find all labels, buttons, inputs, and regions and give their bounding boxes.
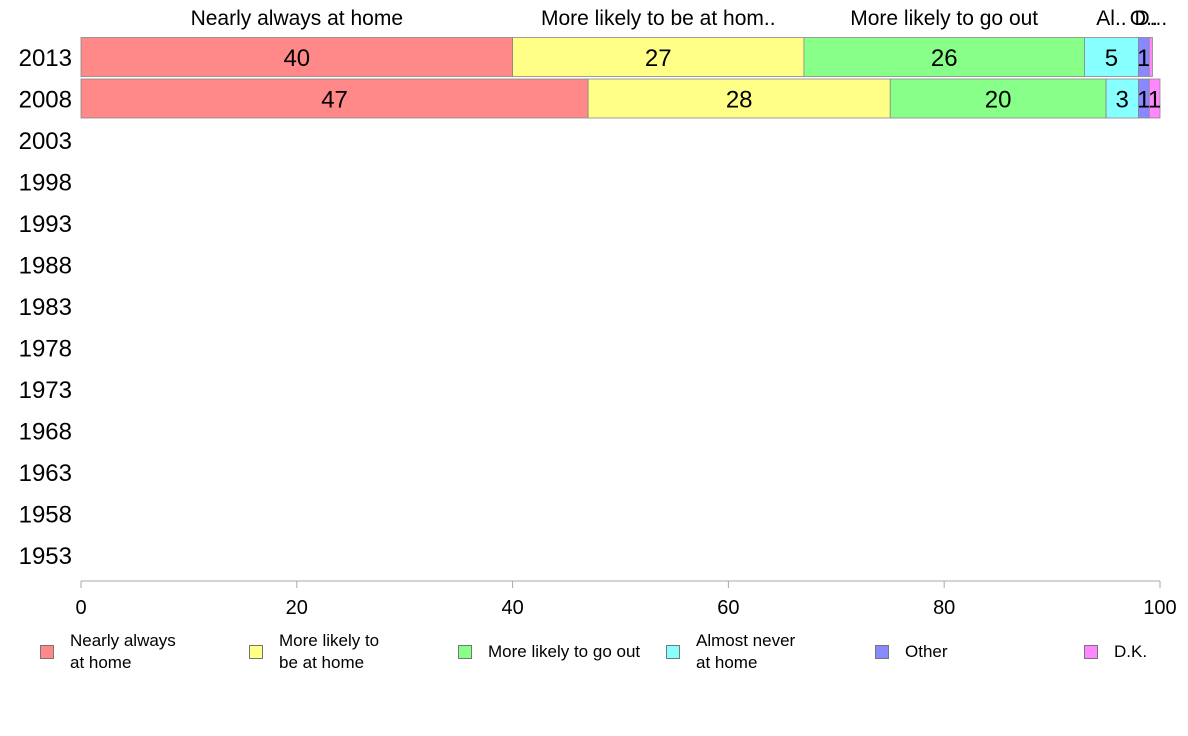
legend-item-more-likely-at-home: More likely to be at home	[249, 630, 449, 674]
data-label: 40	[283, 45, 310, 72]
category-label: 2013	[19, 45, 72, 72]
data-label: 1	[1137, 87, 1150, 114]
category-label: 1983	[19, 294, 72, 321]
legend-swatch	[875, 645, 889, 659]
x-tick-label: 40	[501, 597, 523, 619]
legend-label: D.K.	[1114, 642, 1148, 661]
legend-label: More likely to be at home	[279, 631, 380, 672]
chart-legend: Nearly always at home More likely to be at…	[0, 630, 1188, 680]
stacked-bar-chart: 2013200820031998199319881983197819731968…	[19, 7, 1177, 619]
segment-header-label: D...	[1134, 7, 1167, 30]
bar-segment	[512, 37, 805, 77]
category-label: 1993	[19, 211, 72, 238]
category-label: 1968	[19, 419, 72, 446]
legend-item-dk: D.K.	[1084, 630, 1174, 663]
segment-header-label: O..	[1130, 7, 1158, 30]
legend-label: More likely to go out	[488, 642, 641, 661]
data-label: 27	[645, 45, 672, 72]
data-label: 28	[726, 87, 753, 114]
bar-segment	[1148, 78, 1161, 119]
category-label: 1973	[19, 377, 72, 404]
segment-header-label: More likely to go out	[850, 7, 1038, 30]
legend-swatch	[40, 645, 54, 659]
data-label: 5	[1105, 45, 1118, 72]
x-tick-label: 20	[286, 597, 308, 619]
data-label: 1	[1148, 87, 1161, 114]
segment-header-label: More likely to be at hom..	[541, 7, 776, 30]
category-label: 1963	[19, 460, 72, 487]
legend-item-other: Other	[875, 630, 1075, 663]
x-tick-label: 100	[1143, 597, 1176, 619]
legend-swatch	[1084, 645, 1098, 659]
legend-swatch	[458, 645, 472, 659]
legend-swatch	[249, 645, 263, 659]
bar-segment	[1148, 37, 1153, 77]
segment-header-label: Nearly always at home	[191, 7, 403, 30]
category-label: 1998	[19, 170, 72, 197]
category-label: 1988	[19, 253, 72, 280]
x-tick-label: 80	[933, 597, 955, 619]
segment-header-label: Al..	[1096, 7, 1126, 30]
category-label: 1958	[19, 502, 72, 529]
bar-segment	[803, 37, 1085, 77]
legend-swatch	[666, 645, 680, 659]
legend-label: Other	[905, 642, 948, 661]
legend-item-nearly-always-at-home: Nearly always at home	[40, 630, 240, 674]
legend-label: Almost never at home	[696, 631, 796, 672]
data-label: 3	[1116, 87, 1129, 114]
data-label: 20	[985, 87, 1012, 114]
data-label: 26	[931, 45, 958, 72]
bar-segment	[889, 78, 1107, 119]
category-label: 1953	[19, 543, 72, 570]
bar-segment	[80, 37, 514, 77]
legend-item-almost-never-at-home: Almost never at home	[666, 630, 866, 674]
category-label: 2003	[19, 128, 72, 155]
category-label: 1978	[19, 336, 72, 363]
x-tick-label: 0	[75, 597, 86, 619]
legend-label: Nearly always at home	[70, 631, 176, 672]
data-label: 1	[1137, 45, 1150, 72]
legend-item-more-likely-go-out: More likely to go out	[458, 630, 658, 663]
bar-segment	[587, 78, 891, 119]
data-label: 47	[321, 87, 348, 114]
bar-segment	[80, 78, 589, 119]
bar-segment	[1105, 78, 1139, 119]
x-tick-label: 60	[717, 597, 739, 619]
category-label: 2008	[19, 87, 72, 114]
